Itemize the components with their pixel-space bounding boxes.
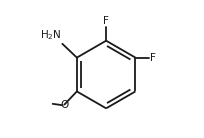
Text: H$_2$N: H$_2$N [40, 29, 61, 42]
Text: F: F [103, 16, 109, 26]
Text: F: F [150, 53, 156, 63]
Text: O: O [60, 99, 69, 110]
